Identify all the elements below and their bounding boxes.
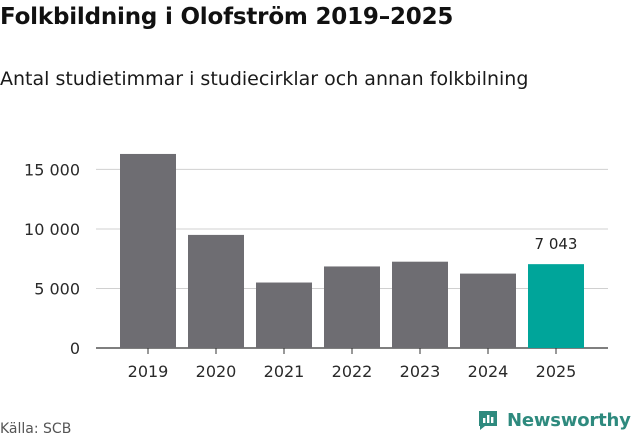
x-tick-label: 2019 <box>128 362 169 381</box>
x-tick-label: 2022 <box>332 362 373 381</box>
bar-2019 <box>120 153 176 348</box>
bar-2021 <box>256 282 312 348</box>
bars <box>120 153 584 348</box>
bar-2023 <box>392 261 448 348</box>
chart-subtitle: Antal studietimmar i studiecirklar och a… <box>0 68 529 90</box>
labels: 0 5 000 10 000 15 000 2019 2020 2021 2022 2023 20… <box>24 160 577 381</box>
brand-name: Newsworthy <box>507 409 631 431</box>
x-tick-label: 2020 <box>196 362 237 381</box>
x-tick-label: 2024 <box>468 362 509 381</box>
chart-title: Folkbildning i Olofström 2019–2025 <box>0 4 454 30</box>
newsworthy-logo-icon <box>479 411 497 430</box>
bar-2024 <box>460 273 516 348</box>
y-tick-label: 0 <box>70 339 80 358</box>
data-label: 7 043 <box>535 235 578 253</box>
bar-2025 <box>528 264 584 348</box>
bar-2020 <box>188 234 244 348</box>
x-tick-label: 2023 <box>400 362 441 381</box>
y-tick-label: 15 000 <box>24 160 80 179</box>
y-tick-label: 5 000 <box>34 279 80 298</box>
bar-2022 <box>324 266 380 348</box>
x-tick-label: 2025 <box>536 362 577 381</box>
bar-chart: 0 5 000 10 000 15 000 2019 2020 2021 2022 2023 20… <box>24 153 608 381</box>
brand-logo: Newsworthy <box>476 408 631 432</box>
x-tick-label: 2021 <box>264 362 305 381</box>
y-tick-label: 10 000 <box>24 220 80 239</box>
source-note: Källa: SCB <box>0 421 72 437</box>
